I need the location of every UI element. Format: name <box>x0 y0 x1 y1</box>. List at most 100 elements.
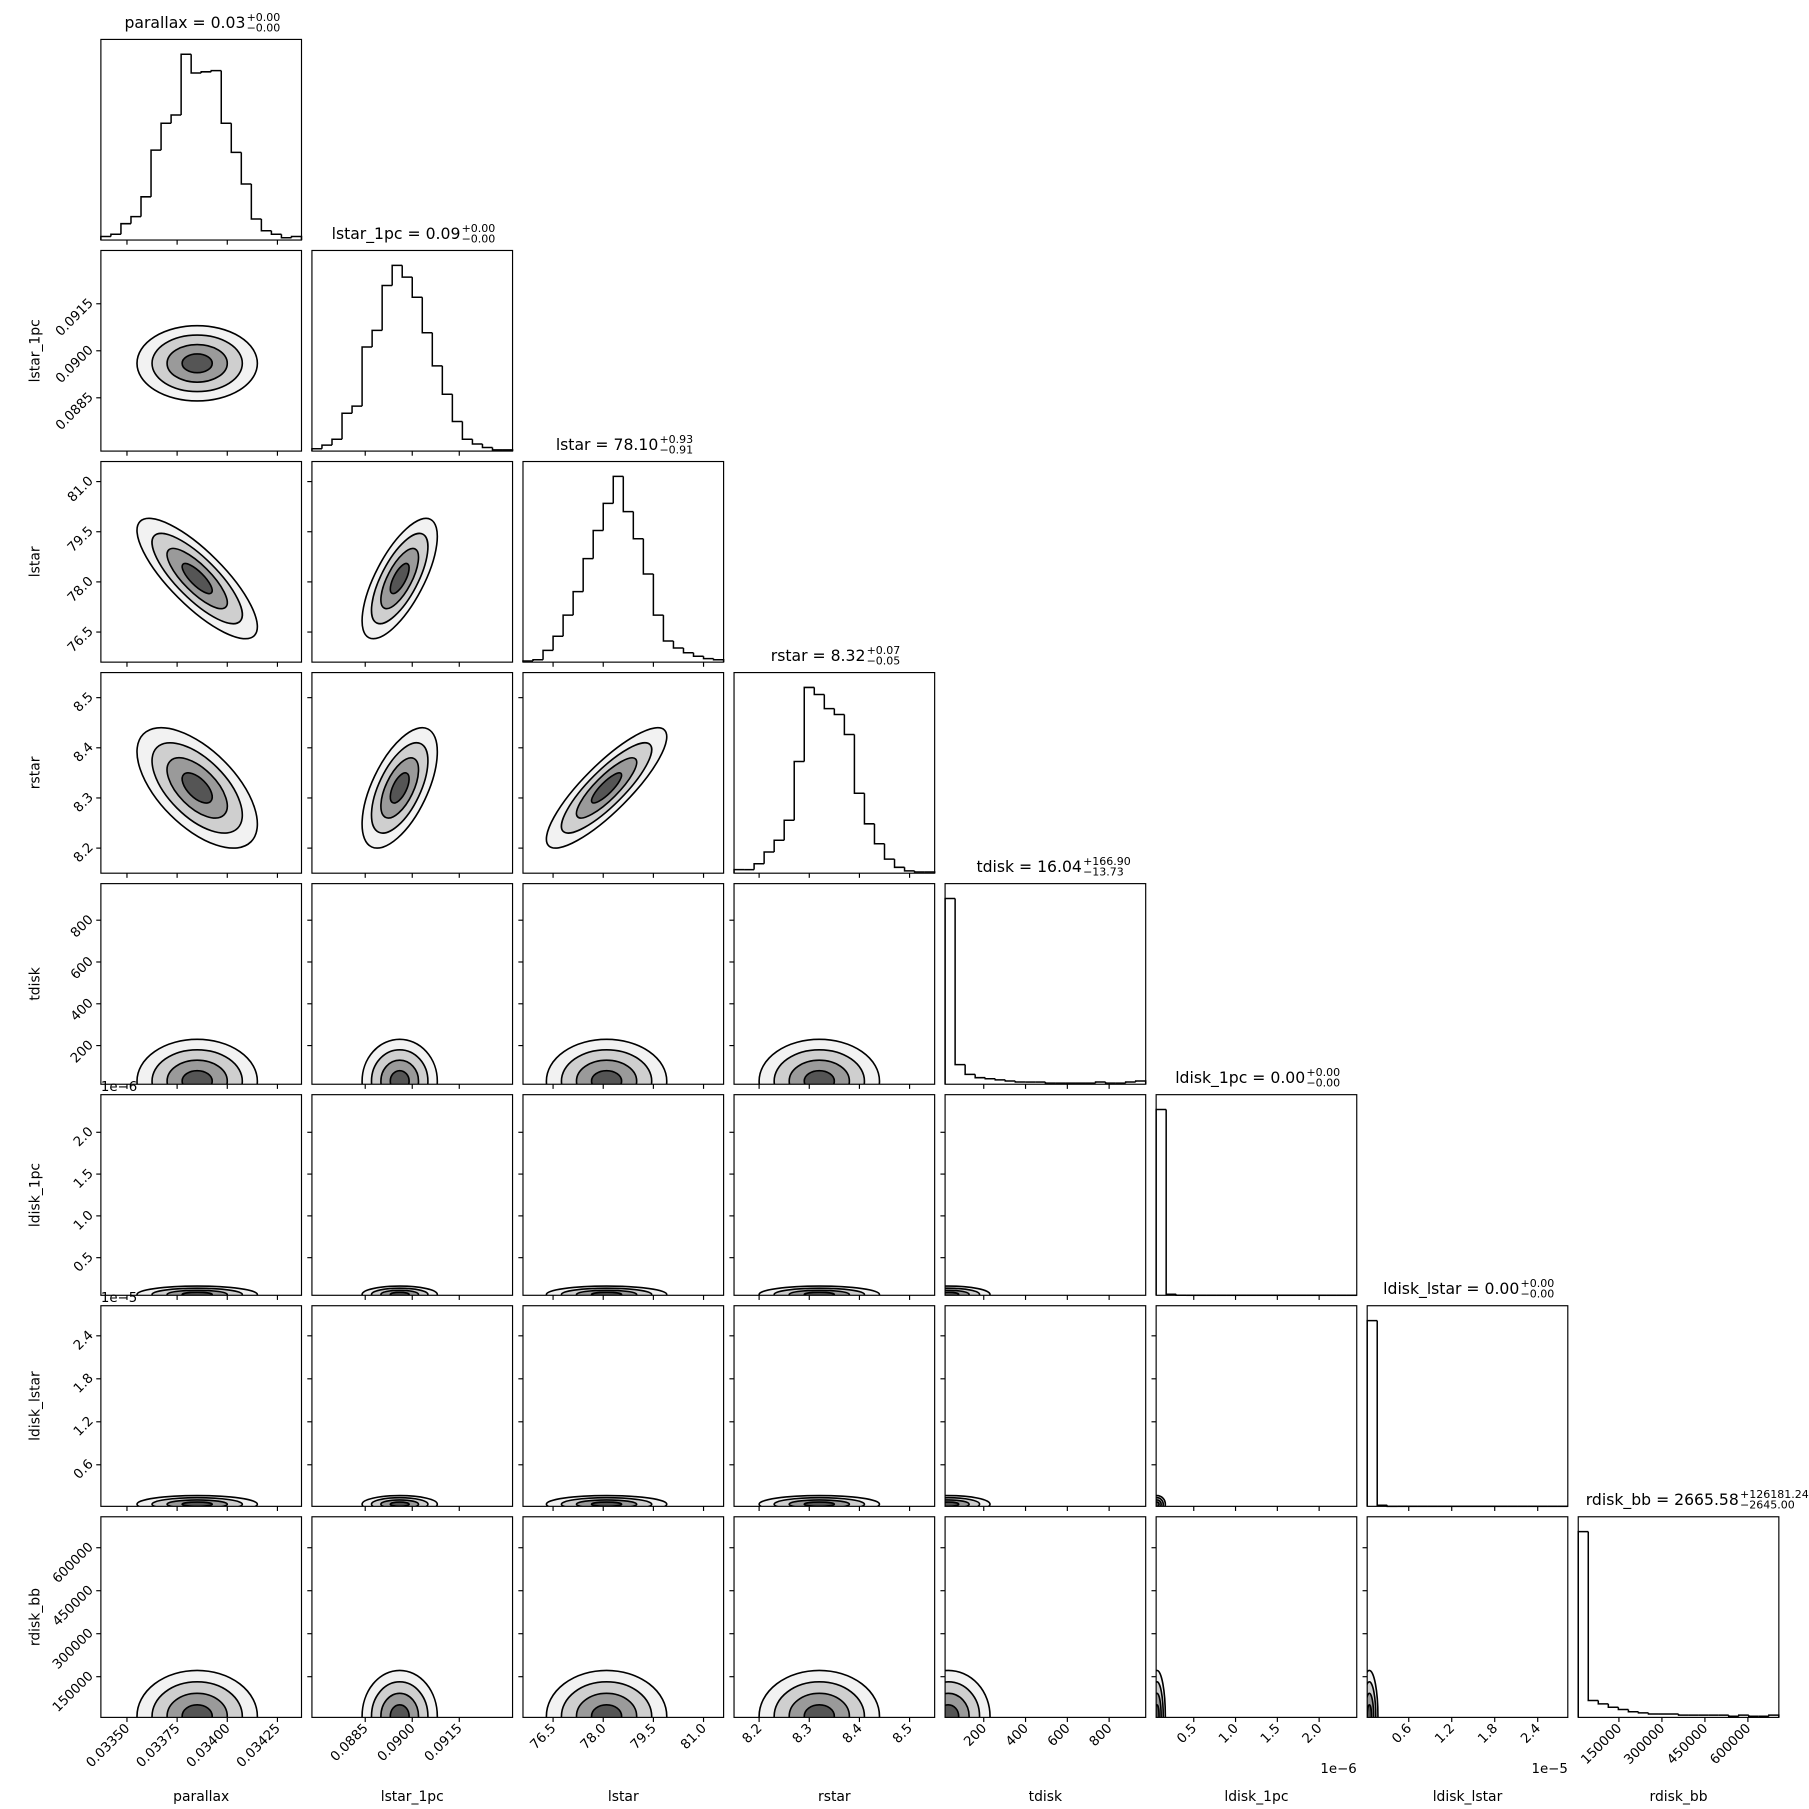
contour <box>151 1287 244 1296</box>
density <box>545 1669 668 1718</box>
histogram-step <box>602 502 614 531</box>
contour <box>181 1069 214 1085</box>
density-level <box>591 1704 622 1718</box>
density-level <box>591 1070 622 1085</box>
contour <box>773 1681 866 1718</box>
contour <box>380 1499 420 1507</box>
y-tick-label: 2.4 <box>71 1328 97 1354</box>
contour <box>389 1291 410 1296</box>
panel-frame <box>1155 1305 1358 1507</box>
density <box>136 1038 259 1085</box>
histogram-step <box>692 652 704 658</box>
histogram-step <box>1044 1082 1056 1084</box>
y-tick-label: 0.0915 <box>53 296 97 340</box>
title-lower-error: −2645.00 <box>1740 1499 1795 1512</box>
title-lower-error: −0.05 <box>867 654 901 667</box>
y-tick-label: 8.5 <box>71 690 97 716</box>
contour <box>545 726 668 849</box>
histogram-step <box>331 438 343 446</box>
contour <box>1367 1669 1379 1718</box>
histogram-step <box>1004 1079 1016 1082</box>
panel <box>518 671 725 878</box>
y-tick-label: 76.5 <box>65 624 97 656</box>
panel-frame <box>522 1516 725 1718</box>
contour <box>370 1681 429 1718</box>
panel-frame <box>100 883 303 1085</box>
panel-frame <box>522 671 725 874</box>
contour <box>166 1692 229 1718</box>
panel <box>307 460 514 667</box>
panel: 200 400 600 800 <box>940 1516 1147 1750</box>
histogram-step <box>562 614 574 637</box>
panel <box>307 883 514 1089</box>
panel: ldisk_1pc = 0.00 +0.00−0.00 <box>1155 1066 1358 1300</box>
histogram-step <box>401 265 413 278</box>
contour <box>181 1291 214 1296</box>
title-lower-error: −0.00 <box>1521 1288 1555 1301</box>
contour <box>380 1692 420 1718</box>
histogram-step <box>130 215 142 224</box>
density-level <box>804 1070 835 1085</box>
contour <box>945 1291 960 1296</box>
contour <box>590 1501 623 1507</box>
density <box>945 1494 991 1507</box>
x-tick-label: 0.03375 <box>134 1721 184 1771</box>
x-axis-label: tdisk <box>1029 1789 1063 1805</box>
x-tick-label: 1.0 <box>1216 1721 1242 1747</box>
density <box>361 517 439 640</box>
histogram-step <box>1597 1700 1609 1705</box>
panel-title: lstar_1pc = 0.09 <box>332 224 461 244</box>
density-level <box>390 1070 410 1085</box>
y-tick-label: 300000 <box>50 1626 97 1673</box>
panel: lstar_1pc = 0.09 +0.00−0.00 <box>311 222 514 456</box>
panel-title: rdisk_bb = 2665.58 <box>1586 1490 1739 1510</box>
histogram-step <box>411 277 423 299</box>
contour <box>136 324 259 402</box>
panel-frame <box>100 38 303 241</box>
contour <box>136 517 259 640</box>
histogram-step <box>853 734 865 795</box>
histogram-step <box>1577 1530 1589 1718</box>
histogram-step <box>451 394 463 423</box>
histogram-step <box>783 819 795 841</box>
panel <box>518 1305 725 1511</box>
x-tick-label: 79.5 <box>628 1721 660 1753</box>
histogram-step <box>471 439 483 445</box>
histogram-step <box>702 656 714 660</box>
panel-frame <box>733 1516 936 1718</box>
panel-frame <box>522 1305 725 1507</box>
contour <box>166 757 229 819</box>
y-tick-label: 0.5 <box>71 1250 97 1276</box>
contour <box>361 1494 439 1507</box>
histogram-step <box>461 421 473 441</box>
panel-frame <box>100 671 303 874</box>
histogram-step <box>431 332 443 367</box>
contour <box>560 1681 653 1718</box>
histogram-step <box>200 71 212 73</box>
y-axis-label: rstar <box>27 756 43 789</box>
panel-frame <box>733 883 936 1085</box>
panel-frame <box>1366 1305 1569 1507</box>
histogram-step <box>321 444 332 449</box>
density <box>361 1285 439 1296</box>
density <box>361 726 439 849</box>
x-tick-label: 150000 <box>1579 1721 1626 1768</box>
histogram-step <box>873 823 885 845</box>
title-lower-error: −13.73 <box>1083 866 1124 879</box>
y-tick-label: 150000 <box>50 1669 97 1716</box>
contour <box>945 1692 970 1718</box>
density-level <box>390 1704 410 1718</box>
panel-frame <box>100 1305 303 1507</box>
contour <box>590 1069 623 1085</box>
x-tick-label: 8.4 <box>840 1721 866 1747</box>
contour <box>1367 1703 1373 1718</box>
title-upper-error: +0.00 <box>462 222 496 235</box>
histogram-step <box>773 839 785 853</box>
contour <box>389 772 410 804</box>
contour <box>545 1669 668 1718</box>
histogram-step <box>954 898 966 1066</box>
contour <box>1156 1669 1167 1718</box>
contour <box>803 1291 836 1296</box>
